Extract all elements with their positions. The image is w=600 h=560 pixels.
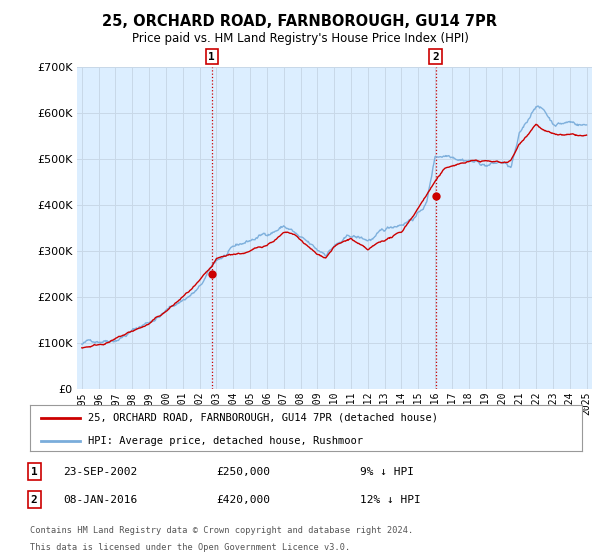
Text: 9% ↓ HPI: 9% ↓ HPI: [360, 466, 414, 477]
Text: Contains HM Land Registry data © Crown copyright and database right 2024.: Contains HM Land Registry data © Crown c…: [30, 526, 413, 535]
Text: £250,000: £250,000: [216, 466, 270, 477]
Text: Price paid vs. HM Land Registry's House Price Index (HPI): Price paid vs. HM Land Registry's House …: [131, 32, 469, 45]
Text: 25, ORCHARD ROAD, FARNBOROUGH, GU14 7PR (detached house): 25, ORCHARD ROAD, FARNBOROUGH, GU14 7PR …: [88, 413, 438, 423]
Text: 2: 2: [432, 52, 439, 62]
Text: 1: 1: [208, 52, 215, 62]
Text: HPI: Average price, detached house, Rushmoor: HPI: Average price, detached house, Rush…: [88, 436, 363, 446]
Text: 08-JAN-2016: 08-JAN-2016: [63, 494, 137, 505]
Text: 12% ↓ HPI: 12% ↓ HPI: [360, 494, 421, 505]
Text: £420,000: £420,000: [216, 494, 270, 505]
Text: 23-SEP-2002: 23-SEP-2002: [63, 466, 137, 477]
Text: This data is licensed under the Open Government Licence v3.0.: This data is licensed under the Open Gov…: [30, 543, 350, 552]
Text: 25, ORCHARD ROAD, FARNBOROUGH, GU14 7PR: 25, ORCHARD ROAD, FARNBOROUGH, GU14 7PR: [103, 14, 497, 29]
Text: 2: 2: [31, 494, 38, 505]
Text: 1: 1: [31, 466, 38, 477]
